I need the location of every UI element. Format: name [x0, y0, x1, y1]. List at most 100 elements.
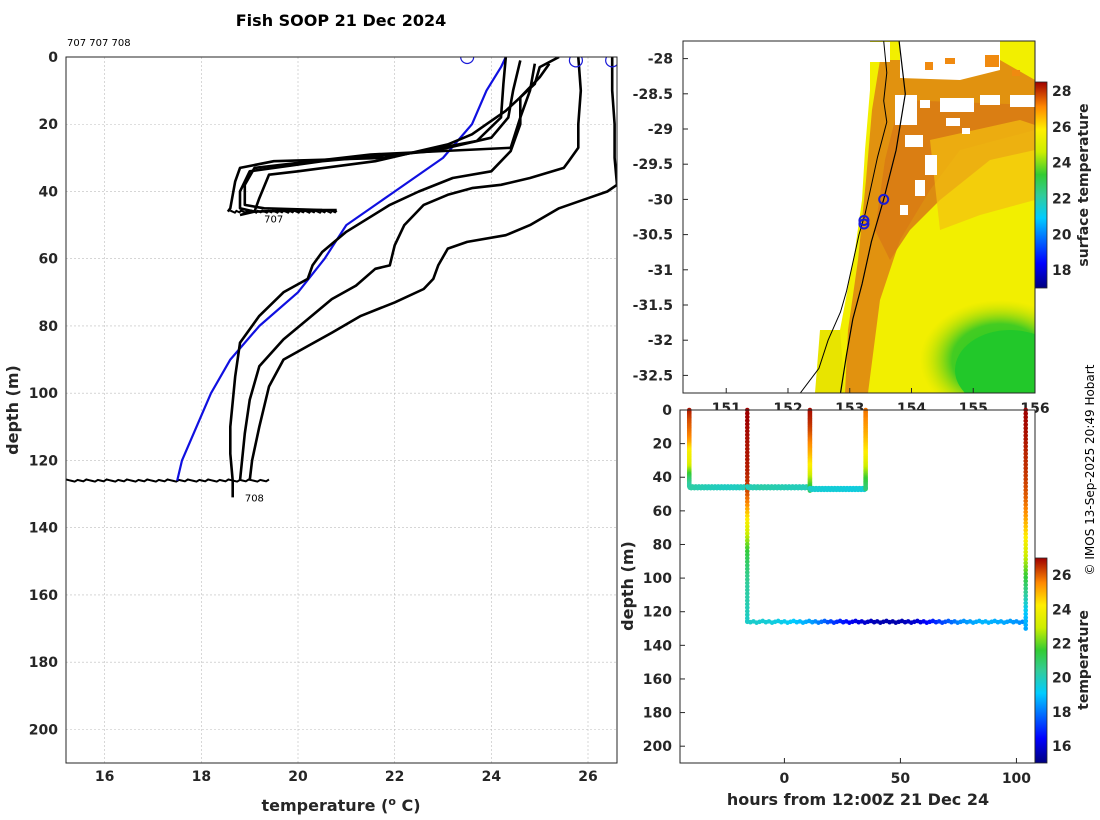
left-ytick-label: 200 [29, 722, 58, 738]
map-sample-marker [858, 215, 870, 227]
section-profile-point [1023, 560, 1029, 566]
section-profile-point [1023, 436, 1029, 442]
left-ytick-label: 120 [29, 453, 58, 469]
depth-time-section-chart: 0 50 100 0 20 40 60 80 100 120 140 160 180 200 hours … [618, 403, 1092, 809]
section-colorbar-label: temperature [1076, 610, 1092, 710]
section-profile-point [1023, 542, 1029, 548]
map-ytick-label: -30.5 [633, 228, 673, 244]
section-profile-point [1023, 513, 1029, 518]
section-profile-point [1023, 480, 1029, 486]
section-profile-point [744, 467, 750, 473]
section-profile-point [744, 545, 750, 550]
section-profile-point [744, 439, 750, 445]
left-ytick-label: 0 [48, 50, 58, 66]
section-profile-point [744, 587, 750, 593]
figure-title: Fish SOOP 21 Dec 2024 [236, 11, 446, 30]
section-colorbar-tick-label: 26 [1052, 568, 1071, 584]
section-colorbar-ticks: 16 18 20 22 24 26 [1052, 568, 1072, 755]
section-profile-point [1023, 586, 1029, 591]
section-profile-point [744, 517, 750, 522]
left-series-group: 707 708 [66, 57, 617, 504]
left-ytick-label: 160 [29, 588, 58, 604]
section-profile-point [1023, 506, 1029, 511]
map-colorbar-label: surface temperature [1076, 103, 1092, 266]
map-colorbar-tick-label: 28 [1052, 84, 1071, 100]
left-line-cast-3 [243, 63, 537, 212]
section-profile-point [744, 605, 750, 610]
section-ytick-label: 160 [643, 672, 672, 688]
section-profile-point [744, 425, 750, 430]
map-ytick-label: -31 [648, 263, 673, 279]
section-profile-point [1023, 622, 1029, 628]
section-ytick-label: 140 [643, 638, 672, 654]
map-colorbar-ticks: 18 20 22 24 26 28 [1052, 84, 1072, 279]
section-profile-point [1023, 564, 1029, 569]
section-profile-point [1023, 414, 1029, 420]
section-profile-point [744, 534, 750, 540]
surface-temperature-map: -28 -28.5 -29 -29.5 -30 -30.5 -31 -31.5 -32 -32.5… [633, 40, 1092, 417]
map-ytick-label: -28.5 [633, 87, 673, 103]
section-colorbar-tick-label: 16 [1052, 739, 1071, 755]
map-colorbar-tick-label: 26 [1052, 120, 1071, 136]
section-profile-point [744, 506, 750, 512]
section-profile-point [744, 538, 750, 543]
map-ytick-label: -32 [648, 333, 673, 349]
map-ytick-label: -28 [648, 52, 673, 68]
section-xlabel: hours from 12:00Z 21 Dec 24 [727, 790, 989, 809]
section-profile-point [1023, 476, 1029, 482]
section-profile-point [744, 520, 750, 526]
section-profile-point [744, 464, 750, 469]
section-profile-point [744, 612, 750, 618]
section-tick-labels: 0 50 100 0 20 40 60 80 100 120 140 160 180 200 [643, 403, 1032, 787]
left-xtick-label: 24 [482, 769, 502, 785]
left-xtick-label: 20 [288, 769, 308, 785]
section-profile-point [1023, 626, 1029, 631]
section-profile-point [1023, 418, 1029, 424]
section-profile-point [1023, 553, 1029, 558]
section-profile-point [744, 421, 750, 427]
section-profile-point [744, 555, 750, 561]
section-ytick-label: 80 [653, 537, 673, 553]
left-start-marker [605, 57, 617, 68]
section-xtick-label: 50 [891, 771, 911, 787]
map-colorbar [1034, 81, 1048, 289]
section-profile-point [744, 527, 750, 533]
section-profile-point [744, 432, 750, 438]
section-ytick-label: 120 [643, 605, 672, 621]
section-profile-point [1023, 509, 1029, 515]
temperature-profile-chart: 707 708 16 18 20 22 24 26 0 20 40 60 80 100 120 140 160… [3, 50, 618, 815]
section-profile-point [1023, 618, 1029, 624]
left-line-cast-5 [229, 62, 551, 498]
section-profile-point [744, 418, 750, 423]
left-ytick-label: 60 [39, 252, 59, 268]
left-tick-labels: 16 18 20 22 24 26 0 20 40 60 80 100 120 140 160 180 200 [29, 50, 598, 785]
section-profile-point [744, 573, 750, 579]
section-profile-point [1023, 458, 1029, 464]
section-profile-point [744, 591, 750, 596]
section-profile-point [744, 457, 750, 462]
map-ytick-label: -29 [648, 122, 673, 138]
section-profile-point [1023, 608, 1029, 613]
section-profile-point [744, 513, 750, 519]
left-annotation: 708 [245, 493, 264, 504]
left-ytick-label: 20 [39, 117, 59, 133]
section-profile-point [744, 594, 750, 600]
left-axes-frame [65, 56, 618, 764]
section-profile-point [744, 495, 750, 501]
section-ytick-label: 60 [653, 504, 673, 520]
section-profile-point [1023, 593, 1029, 599]
section-profile-point [744, 460, 750, 466]
section-profile-point [744, 601, 750, 607]
section-profile-point [1023, 444, 1029, 449]
section-profile-point [1023, 440, 1029, 446]
section-profile-point [1023, 597, 1029, 602]
section-profile-point [1023, 582, 1029, 588]
left-line-cast-7 [248, 57, 617, 481]
map-sample-marker [878, 193, 890, 205]
section-ylabel: depth (m) [618, 541, 637, 631]
section-colorbar-tick-label: 24 [1052, 602, 1072, 618]
section-profile-point [744, 559, 750, 565]
section-profile-point [1023, 567, 1029, 573]
map-sample-markers [858, 193, 890, 230]
section-profile-point [1023, 422, 1029, 427]
